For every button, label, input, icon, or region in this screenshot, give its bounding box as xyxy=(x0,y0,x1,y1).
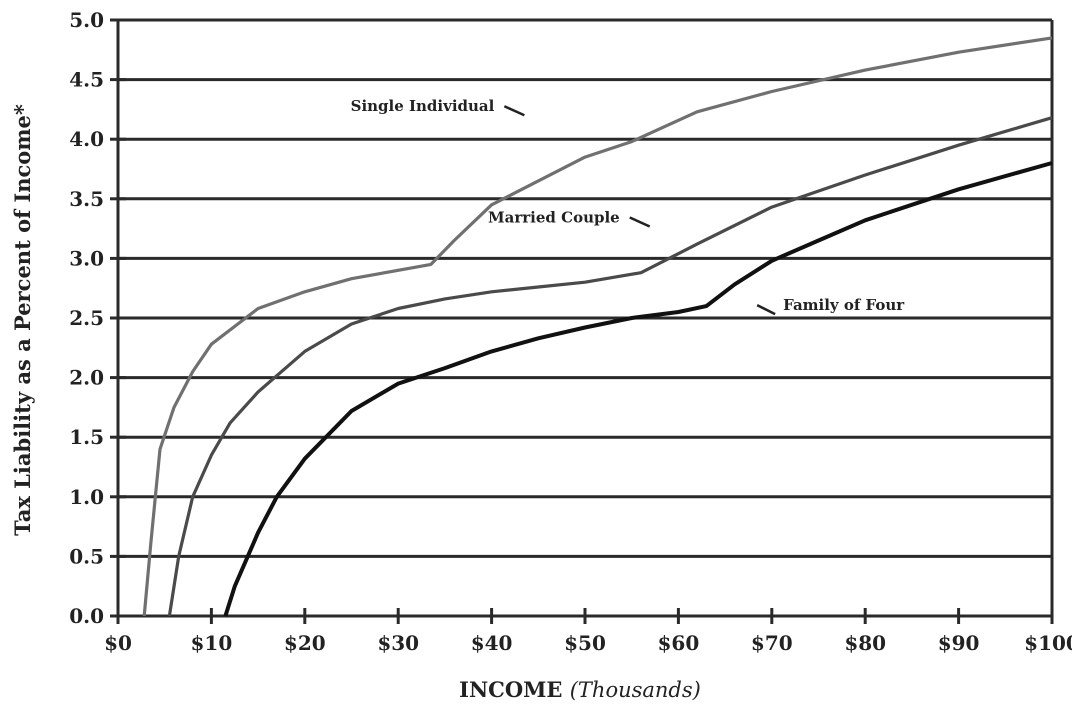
x-tick-label-0: $0 xyxy=(104,631,132,655)
tick-labels: 0.0 0.5 1.0 1.5 2.0 2.5 3.0 3.5 4.0 4.5 5.0 $0 $10 $2… xyxy=(69,8,1072,655)
x-tick-label-8: $80 xyxy=(844,631,886,655)
x-tick-label-4: $40 xyxy=(471,631,513,655)
x-tick-label-3: $30 xyxy=(377,631,419,655)
series-line-family-of-four xyxy=(223,161,1053,617)
annotation-arrow-2 xyxy=(756,304,776,316)
x-tick-label-9: $90 xyxy=(938,631,980,655)
annotation-arrow-0 xyxy=(503,105,525,117)
y-tick-label-3: 1.5 xyxy=(69,425,104,449)
x-tick-label-5: $50 xyxy=(564,631,606,655)
x-tick-label-1: $10 xyxy=(191,631,233,655)
x-tick-label-10: $100 xyxy=(1024,631,1072,655)
y-tick-label-2: 1.0 xyxy=(69,485,104,509)
x-tick-label-6: $60 xyxy=(658,631,700,655)
x-axis-title-text: INCOME xyxy=(459,677,562,702)
series-lines xyxy=(142,36,1053,617)
annotation-label-0: Single Individual xyxy=(351,97,495,115)
y-tick-label-7: 3.5 xyxy=(69,187,104,211)
y-tick-label-0: 0.0 xyxy=(69,604,104,628)
annotation-arrow-1 xyxy=(629,216,651,228)
series-line-single-individual xyxy=(142,36,1053,617)
y-tick-label-5: 2.5 xyxy=(69,306,104,330)
y-tick-label-4: 2.0 xyxy=(69,366,104,390)
y-axis-title: Tax Liability as a Percent of Income* xyxy=(10,104,35,536)
annotation-label-2: Family of Four xyxy=(783,296,905,314)
y-tick-label-9: 4.5 xyxy=(69,68,104,92)
y-tick-label-6: 3.0 xyxy=(69,246,104,270)
y-tick-label-8: 4.0 xyxy=(69,127,104,151)
annotation-label-1: Married Couple xyxy=(488,208,620,226)
y-tick-label-10: 5.0 xyxy=(69,8,104,32)
y-tick-label-1: 0.5 xyxy=(69,544,104,568)
series-line-married-couple xyxy=(167,116,1053,617)
x-tick-label-2: $20 xyxy=(284,631,326,655)
x-tick-label-7: $70 xyxy=(751,631,793,655)
x-axis-title: INCOME (Thousands) xyxy=(459,677,701,702)
x-axis-title-unit: (Thousands) xyxy=(570,678,701,702)
series-annotations: Single Individual Married Couple Family of… xyxy=(351,97,905,316)
